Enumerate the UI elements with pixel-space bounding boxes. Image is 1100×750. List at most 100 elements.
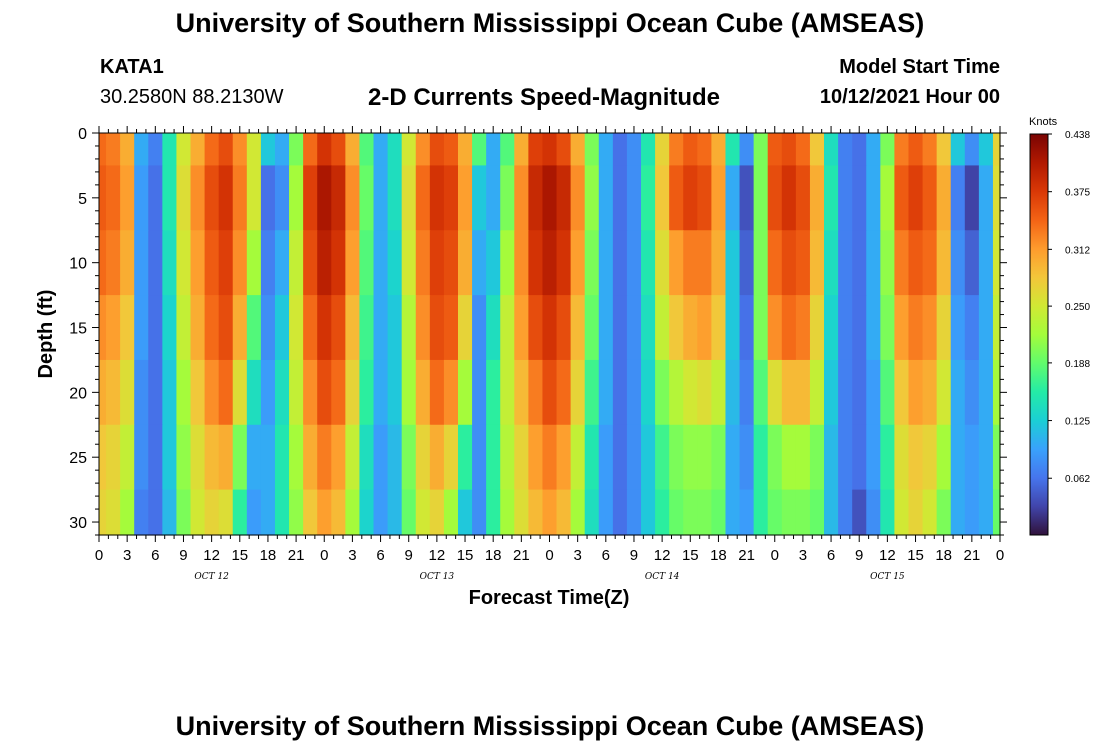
heatmap-cell [387,230,403,296]
heatmap-cell [626,489,642,536]
heatmap-cell [148,489,163,536]
heatmap-cell [528,295,544,361]
heatmap-cell [612,165,628,231]
heatmap-cell [669,359,684,426]
heatmap-cell [373,359,389,426]
heatmap-cell [655,295,670,361]
heatmap-cell [514,424,529,491]
heatmap-cell [176,133,192,167]
heatmap-cell [514,133,529,167]
heatmap-cell [711,424,727,491]
heatmap-cell [162,165,178,231]
heatmap-cell [683,424,698,491]
heatmap-cell [598,489,614,536]
heatmap-cell [303,489,318,536]
y-axis-label: Depth (ft) [35,290,57,379]
heatmap-cell [809,295,825,361]
heatmap-cell [401,424,417,491]
heatmap-cell [908,165,924,231]
heatmap-cell [542,424,558,491]
heatmap-cell [429,489,445,536]
heatmap-cell [598,424,614,491]
heatmap-cell [218,295,234,361]
heatmap-cell [936,295,952,361]
heatmap-cell [852,133,867,167]
heatmap-cell [612,133,628,167]
heatmap-cell [753,133,769,167]
x-tick-label: 3 [123,547,131,564]
heatmap-cell [725,165,741,231]
x-tick-label: 12 [879,547,896,564]
heatmap-cell [570,424,586,491]
x-tick-label: 18 [935,547,952,564]
heatmap-cell [824,489,839,536]
heatmap-cell [936,133,952,167]
heatmap-cell [317,165,332,231]
heatmap-cell [570,489,586,536]
heatmap-cell [373,230,389,296]
heatmap-cell [866,489,881,536]
heatmap-cell [176,359,192,426]
heatmap-cell [331,489,346,536]
heatmap-cell [781,359,797,426]
heatmap-cell [739,359,755,426]
heatmap-cell [669,165,684,231]
heatmap-cell [781,230,797,296]
heatmap-cell [570,230,586,296]
heatmap-cell [134,165,149,231]
heatmap-cell [908,230,924,296]
heatmap-cell [894,424,910,491]
heatmap-cell [894,133,910,167]
heatmap-cell [387,424,403,491]
heatmap-cell [584,133,600,167]
heatmap-cell [795,489,811,536]
x-tick-label: 6 [602,547,610,564]
heatmap-cell [345,133,361,167]
y-tick-label: 25 [69,450,87,467]
heatmap-cell [345,295,361,361]
heatmap-cell [190,165,206,231]
heatmap-cell [317,489,332,536]
colorbar: Knots 0.062 0.125 0.188 0.250 0.312 0.375 0.43… [1029,116,1090,536]
heatmap-cell [99,489,107,536]
heatmap-cell [486,133,501,167]
heatmap-cell [429,133,445,167]
heatmap-cell [514,295,529,361]
heatmap-cell [697,295,712,361]
heatmap-cell [514,230,529,296]
heatmap-cell [373,133,389,167]
heatmap-cell [838,424,853,491]
heatmap-cell [176,424,192,491]
x-tick-label: 0 [771,547,779,564]
heatmap-cell [852,295,867,361]
heatmap-cell [457,489,473,536]
heatmap-cell [767,165,783,231]
heatmap-cell [528,424,544,491]
day-label: OCT 13 [420,572,455,582]
y-tick-label: 0 [78,126,87,143]
heatmap-cell [387,295,403,361]
heatmap-cell [106,359,121,426]
heatmap-cell [472,133,487,167]
heatmap-cell [190,230,206,296]
heatmap-cell [626,133,642,167]
y-tick-label: 20 [69,385,87,402]
heatmap-cell [964,165,980,231]
heatmap-cell [908,295,924,361]
heatmap-cell [331,295,346,361]
heatmap-cell [99,230,107,296]
heatmap-cell [274,489,290,536]
heatmap-cell [134,359,149,426]
heatmap-cell [894,165,910,231]
heatmap-cell [443,295,459,361]
heatmap-cell [204,133,220,167]
heatmap-cell [260,295,276,361]
heatmap-cell [655,424,670,491]
heatmap-cell [824,424,839,491]
heatmap-cell [880,359,896,426]
heatmap-cell [120,489,135,536]
heatmap-cell [148,359,163,426]
heatmap-cell [908,133,924,167]
heatmap-cell [415,295,431,361]
heatmap-cell [106,489,121,536]
